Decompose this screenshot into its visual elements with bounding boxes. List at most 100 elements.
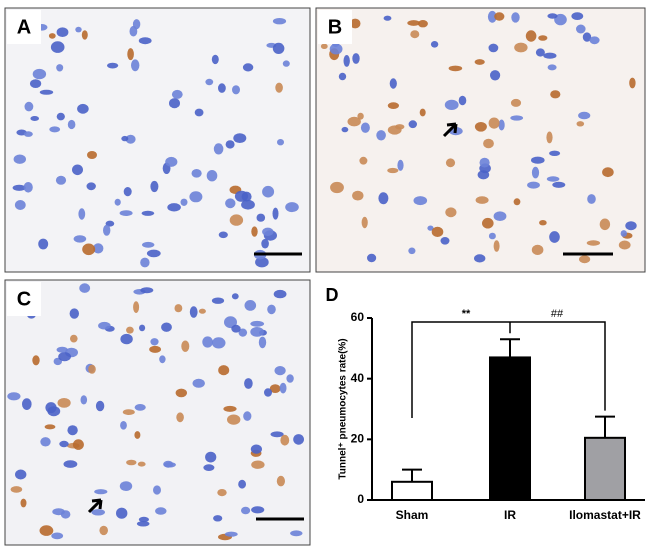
cell (20, 498, 27, 508)
y-tick-label: 60 (351, 310, 365, 324)
cell (29, 79, 42, 88)
x-tick-label: Ilomastat+IR (569, 508, 641, 522)
cell (256, 213, 266, 222)
cell (586, 240, 601, 246)
cell (49, 126, 61, 133)
cell (218, 231, 228, 239)
cell (376, 130, 386, 141)
cell (189, 306, 198, 318)
cell (80, 395, 88, 405)
cell (329, 43, 343, 55)
cell (620, 230, 627, 237)
cell (55, 175, 67, 185)
cell (531, 156, 545, 164)
cell (387, 125, 402, 135)
cell (93, 243, 104, 254)
cell (138, 37, 152, 45)
cell (169, 98, 180, 109)
label-box (7, 10, 41, 44)
cell (474, 254, 486, 263)
cell (40, 437, 51, 447)
cell (244, 300, 257, 311)
cell (107, 62, 119, 69)
cell (122, 409, 135, 415)
cell (277, 139, 284, 146)
cell (218, 365, 230, 376)
cell (51, 532, 64, 540)
cell (286, 374, 294, 383)
cell (194, 108, 204, 117)
cell (498, 119, 505, 131)
cell (137, 461, 146, 467)
cell (267, 304, 276, 315)
cell (12, 184, 26, 191)
cell (136, 521, 150, 527)
cell (510, 115, 524, 121)
cell (546, 176, 560, 182)
cell (510, 98, 522, 107)
cell (241, 506, 251, 515)
cell (262, 185, 275, 198)
cell (264, 388, 272, 397)
cell (347, 116, 361, 127)
cell (13, 154, 26, 164)
cell (39, 89, 54, 95)
cell (98, 321, 111, 330)
cell (133, 301, 140, 313)
cell (488, 43, 499, 53)
cells (7, 10, 637, 541)
cell (602, 167, 614, 178)
cell (550, 90, 561, 99)
cell (116, 507, 128, 519)
cell (121, 135, 129, 142)
cell (131, 59, 140, 72)
cell (23, 131, 33, 137)
cell (525, 30, 537, 42)
cell (161, 322, 172, 332)
cell (225, 140, 235, 149)
cell (217, 489, 227, 497)
cell (88, 364, 96, 374)
cell (198, 308, 206, 314)
cell (242, 63, 254, 72)
cell (293, 434, 304, 445)
cell (206, 170, 218, 182)
cell (576, 121, 585, 127)
cell (410, 30, 420, 39)
cell (56, 27, 69, 37)
cell (225, 198, 236, 209)
cell (72, 439, 84, 450)
cell (258, 336, 267, 349)
bar (391, 480, 433, 501)
cell (387, 102, 399, 109)
cell (397, 159, 404, 171)
cell (546, 131, 553, 144)
cell (475, 196, 489, 204)
cell (57, 398, 71, 408)
cell (81, 30, 88, 40)
cell (175, 388, 187, 398)
cell (58, 352, 71, 362)
cell (389, 78, 397, 89)
panel-label: B (328, 16, 342, 38)
micrographs (4, 7, 646, 546)
cell (589, 36, 600, 45)
cell (490, 70, 501, 81)
cell (119, 481, 133, 491)
cell (474, 122, 487, 132)
cell (427, 225, 434, 231)
cell (134, 431, 141, 439)
cell (45, 402, 57, 414)
cell (10, 486, 23, 493)
cell (514, 42, 528, 53)
cell (123, 187, 132, 197)
cell (494, 12, 505, 21)
cell (211, 297, 225, 304)
cell (445, 158, 456, 168)
cell (86, 182, 96, 191)
cell (205, 78, 214, 86)
cell (213, 143, 224, 155)
cell (599, 218, 611, 231)
cell (282, 60, 290, 67)
cell (103, 224, 111, 236)
